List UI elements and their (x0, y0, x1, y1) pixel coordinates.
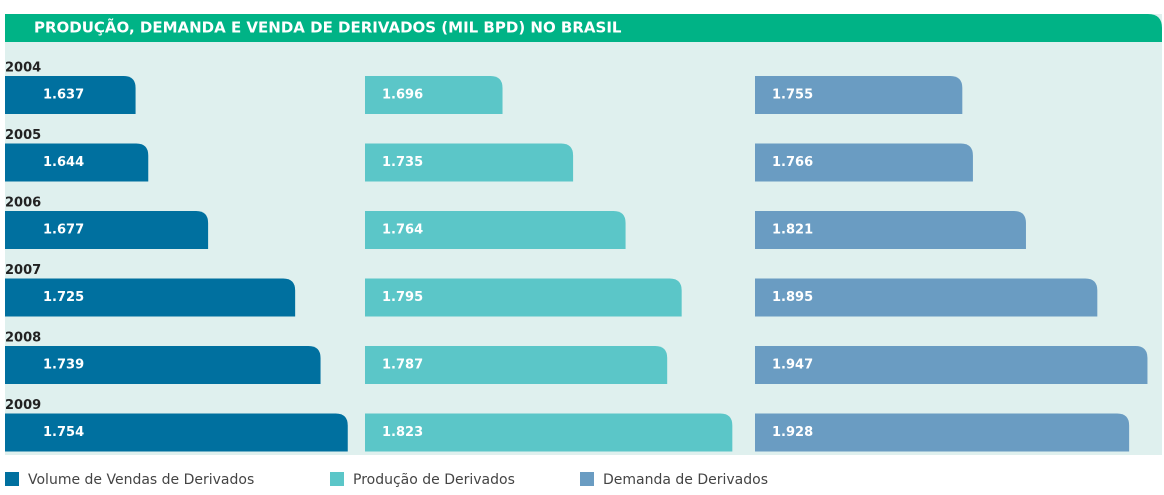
legend-label: Produção de Derivados (353, 472, 515, 488)
bar (365, 143, 574, 182)
value-label: 1.755 (772, 88, 813, 103)
value-label: 1.739 (43, 358, 84, 373)
bar (365, 413, 733, 452)
chart-title: PRODUÇÃO, DEMANDA E VENDA DE DERIVADOS (… (34, 18, 622, 37)
bar (365, 211, 626, 249)
bar (755, 211, 1026, 249)
legend-label: Demanda de Derivados (603, 472, 768, 488)
value-label: 1.895 (772, 290, 813, 305)
category-label: 2007 (5, 263, 41, 278)
category-label: 2009 (5, 398, 41, 413)
category-label: 2008 (5, 331, 41, 346)
legend-swatch (5, 472, 19, 486)
category-label: 2004 (5, 61, 41, 76)
bar (5, 76, 136, 114)
value-label: 1.766 (772, 155, 813, 170)
bar (755, 413, 1130, 452)
value-label: 1.787 (382, 358, 423, 373)
value-label: 1.795 (382, 290, 423, 305)
value-label: 1.696 (382, 88, 423, 103)
value-label: 1.637 (43, 88, 84, 103)
value-label: 1.677 (43, 223, 84, 238)
bar (365, 76, 503, 114)
value-label: 1.764 (382, 223, 423, 238)
bar (5, 143, 149, 182)
bar (5, 278, 296, 317)
value-label: 1.821 (772, 223, 813, 238)
bar (755, 278, 1098, 317)
category-label: 2006 (5, 196, 41, 211)
legend-swatch (330, 472, 344, 486)
value-label: 1.725 (43, 290, 84, 305)
legend-label: Volume de Vendas de Derivados (28, 472, 254, 488)
bar (755, 346, 1148, 384)
value-label: 1.754 (43, 425, 84, 440)
value-label: 1.644 (43, 155, 84, 170)
bar (5, 413, 348, 452)
bar (5, 211, 209, 249)
value-label: 1.735 (382, 155, 423, 170)
bar (755, 143, 973, 182)
bar (5, 346, 321, 384)
category-label: 2005 (5, 128, 41, 143)
value-label: 1.928 (772, 425, 813, 440)
value-label: 1.823 (382, 425, 423, 440)
value-label: 1.947 (772, 358, 813, 373)
bar (365, 346, 668, 384)
legend-swatch (580, 472, 594, 486)
title-bar (5, 14, 1162, 42)
bar (365, 278, 682, 317)
bar (755, 76, 963, 114)
